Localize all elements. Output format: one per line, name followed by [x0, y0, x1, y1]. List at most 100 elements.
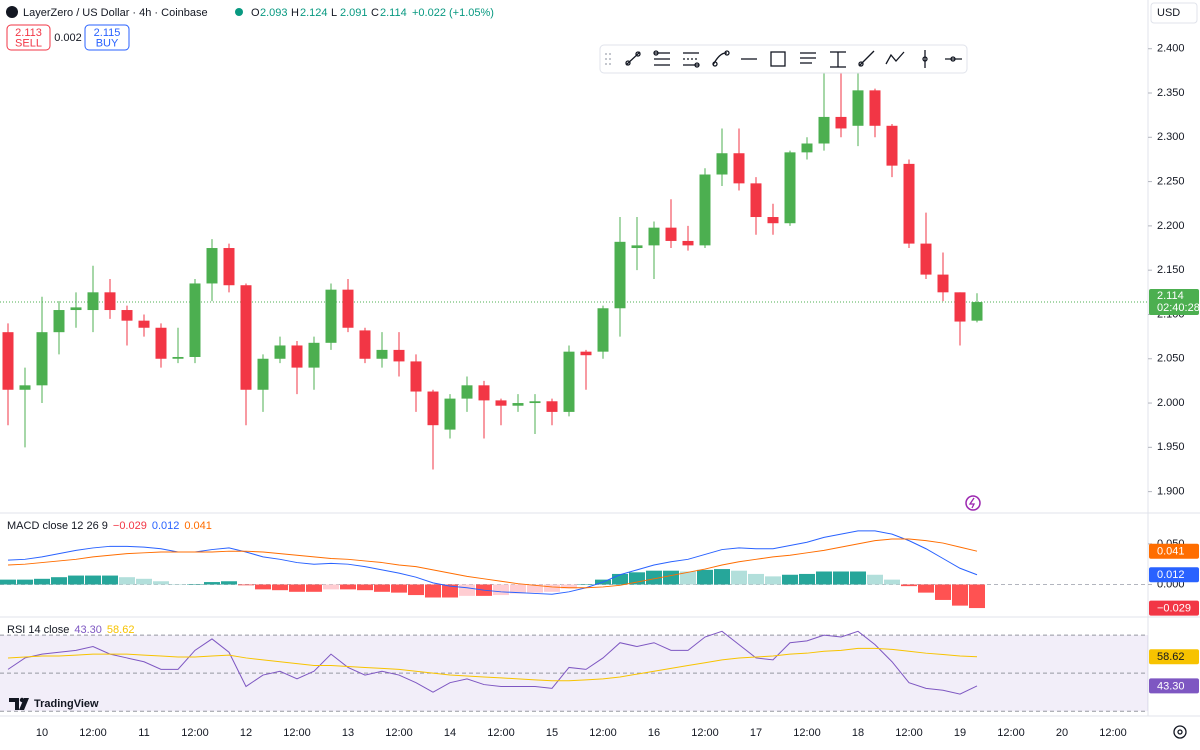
candle-body [172, 356, 184, 359]
candle-body [937, 274, 949, 293]
macd-histogram-bar [68, 575, 84, 585]
macd-histogram-bar [782, 574, 798, 585]
symbol-icon [6, 6, 18, 18]
time-tick-label: 18 [852, 727, 864, 739]
macd-histogram-bar [816, 571, 832, 585]
macd-histogram-bar [952, 584, 968, 606]
price-tick-label: 2.050 [1157, 353, 1185, 365]
candle-body [70, 307, 82, 311]
candle-body [87, 292, 99, 311]
candle-body [478, 385, 490, 401]
rsi-last-value-box [1149, 649, 1199, 665]
candle-body [36, 332, 48, 386]
currency: USD [1157, 7, 1180, 19]
macd-histogram-bar [646, 570, 662, 585]
tool-cross-line[interactable] [945, 56, 962, 62]
candle-body [512, 403, 524, 406]
candle-body [410, 361, 422, 392]
macd-histogram-bar [323, 584, 339, 590]
background-layer [0, 48, 1152, 712]
sell-button[interactable] [6, 24, 51, 51]
ohlc-key: O [251, 7, 260, 19]
market-status [235, 8, 243, 16]
candle-body [121, 310, 133, 321]
time-tick-label: 12:00 [589, 727, 617, 739]
time-tick-label: 12:00 [283, 727, 311, 739]
macd-histogram-bar [272, 584, 288, 591]
tool-range[interactable] [830, 51, 846, 68]
logo-dot [19, 697, 25, 703]
candle-body [291, 345, 303, 368]
candle-body [563, 351, 575, 412]
settings-icon-center [1177, 729, 1183, 735]
rsi-line [7, 647, 978, 682]
time-tick-label: 12:00 [487, 727, 515, 739]
ohlc-key: L [331, 7, 337, 19]
rsi-header: RSI 14 close 43.30 58.62 [7, 624, 134, 636]
time-tick-label: 20 [1056, 727, 1068, 739]
alert-icon[interactable] [965, 495, 981, 511]
candle-body [257, 358, 269, 390]
rsi-last-value: 58.62 [1157, 651, 1185, 663]
currency-button[interactable] [1150, 2, 1198, 24]
time-tick-label: 12:00 [385, 727, 413, 739]
macd-histogram-bar [289, 584, 305, 592]
macd-last-value: 0.012 [1157, 569, 1185, 581]
time-tick-label: 16 [648, 727, 660, 739]
tool-path[interactable] [712, 50, 730, 67]
macd-histogram-bar [969, 584, 985, 609]
macd-title: MACD close 12 26 9 [7, 520, 108, 532]
time-tick-label: 12:00 [691, 727, 719, 739]
time-tick-label: 13 [342, 727, 354, 739]
tool-rectangle[interactable] [770, 51, 786, 67]
price-tick-label: 2.300 [1157, 131, 1185, 143]
logo-mark [9, 698, 19, 710]
macd-histogram-bar [612, 573, 628, 585]
macd-histogram-bar [884, 579, 900, 585]
candle-body [546, 401, 558, 412]
tool-trend-line[interactable] [625, 51, 641, 66]
settings-icon[interactable] [1173, 725, 1187, 739]
tool-vertical-line[interactable] [922, 50, 928, 68]
time-tick-label: 12:00 [79, 727, 107, 739]
macd-last-value: −0.029 [1157, 602, 1191, 614]
tool-fib[interactable] [683, 52, 700, 68]
candle-body [614, 241, 626, 309]
last-price-box [1149, 289, 1199, 316]
candle-body [376, 349, 388, 359]
tool-channel[interactable] [653, 50, 670, 66]
price-change: +0.022 (+1.05%) [412, 7, 494, 19]
macd-histogram-bar [306, 584, 322, 592]
last-price: 2.114 [1157, 290, 1184, 302]
macd-histogram-bar [544, 584, 560, 592]
macd-histogram-bar [374, 584, 390, 592]
rsi-header-value: 58.62 [107, 624, 135, 636]
candle-body [954, 292, 966, 322]
candle-body [2, 332, 14, 390]
ohlc-value: 2.114 [380, 7, 407, 19]
candle-body [206, 248, 218, 284]
macd-histogram-bar [102, 575, 118, 585]
tool-polyline[interactable] [885, 51, 905, 65]
tool-ray[interactable] [858, 50, 875, 67]
macd-histogram-bar [0, 579, 16, 585]
drawing-toolbar [599, 44, 968, 74]
tool-text[interactable] [800, 52, 816, 64]
macd-histogram-bar [833, 571, 849, 585]
ohlc-value: 2.091 [340, 7, 368, 19]
buy-button[interactable] [84, 24, 130, 51]
ohlc-value: 2.124 [300, 7, 328, 19]
candle-body [427, 391, 439, 426]
candle-body [138, 320, 150, 328]
macd-header-value: 0.012 [152, 520, 180, 532]
price-tick-label: 2.200 [1157, 220, 1185, 232]
candle-body [971, 302, 983, 321]
symbol-title: LayerZero / US Dollar · 4h · Coinbase [23, 7, 208, 19]
price-tick-label: 2.000 [1157, 397, 1185, 409]
time-tick-label: 12:00 [793, 727, 821, 739]
macd-histogram-bar [136, 578, 152, 585]
macd-histogram-bar [340, 584, 356, 590]
macd-histogram-bar [51, 577, 67, 585]
candle-body [529, 401, 541, 404]
